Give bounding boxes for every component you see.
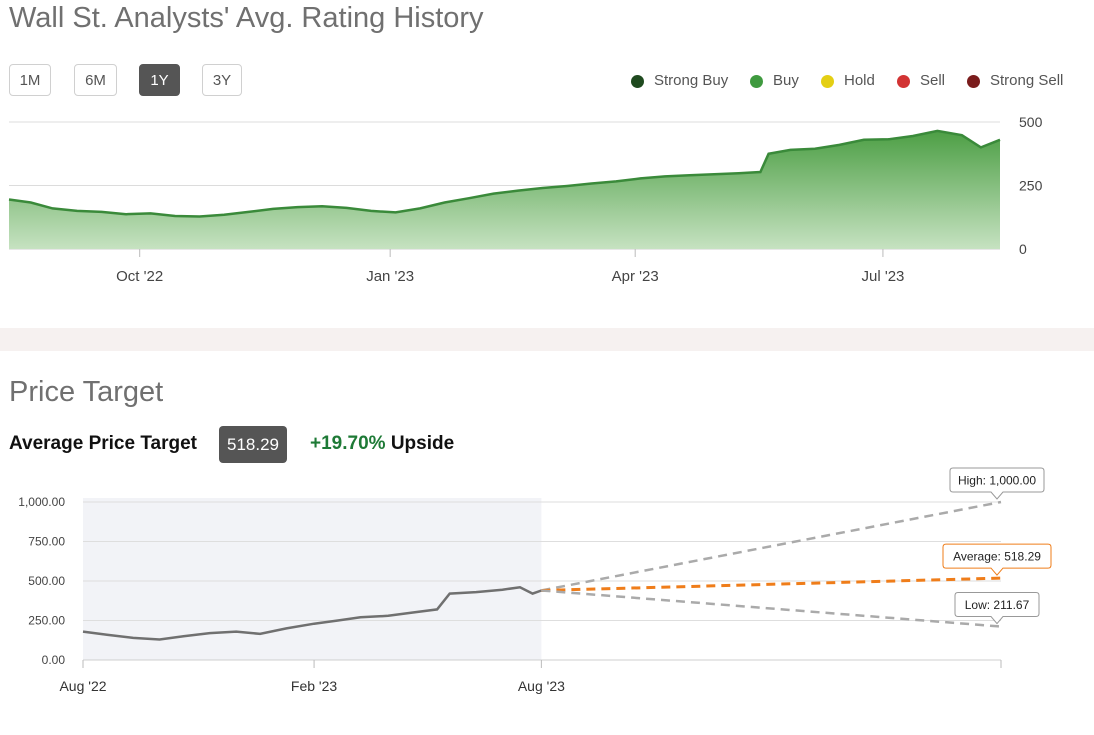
pt-y-tick-label: 750.00 [28, 535, 65, 549]
upside-word: Upside [390, 433, 455, 454]
callout-box-low [954, 592, 1040, 625]
rating-legend: Strong Buy Buy Hold Sell Strong Sell [0, 72, 1094, 92]
legend-label-hold: Hold [844, 72, 875, 89]
legend-dot-strong-buy [631, 75, 644, 88]
legend-dot-strong-sell [967, 75, 980, 88]
buy-area [9, 130, 1000, 249]
range-button-3y[interactable]: 3Y [202, 64, 242, 96]
section-divider [0, 328, 1094, 351]
pt-y-tick-label: 250.00 [28, 614, 65, 628]
rating-y-tick-label: 250 [1019, 178, 1043, 194]
pt-y-tick-label: 0.00 [42, 653, 66, 667]
price-target-chart: 0.00 250.00 500.00 750.00 1,000.00 Aug '22 Feb… [18, 467, 1052, 694]
callout-average: Average: 518.29 [942, 543, 1052, 576]
callout-box-high [949, 467, 1045, 500]
history-region-background [83, 498, 542, 660]
rating-y-tick-label: 0 [1019, 241, 1027, 257]
upside: +19.70% Upside [310, 433, 454, 455]
callout-label-average: Average: 518.29 [953, 550, 1041, 564]
legend-dot-sell [897, 75, 910, 88]
callout-label-high: High: 1,000.00 [958, 474, 1036, 488]
legend-label-sell: Sell [920, 72, 946, 89]
callout-box-average [942, 543, 1052, 576]
pt-x-tick-label: Feb '23 [291, 678, 337, 694]
legend-label-buy: Buy [773, 72, 799, 89]
upside-value: +19.70% [310, 433, 386, 454]
buy-line [8, 129, 1001, 218]
rating-x-tick-label: Jan '23 [366, 268, 414, 285]
callout-low: Low: 211.67 [954, 592, 1040, 625]
forecast-line-average [541, 576, 1002, 592]
rating-x-tick-label: Apr '23 [612, 268, 659, 285]
forecast-line-low [541, 589, 1002, 628]
legend-label-strong-buy: Strong Buy [654, 72, 729, 89]
forecast-line-high [541, 500, 1002, 592]
callout-high: High: 1,000.00 [949, 467, 1045, 500]
legend-dot-hold [821, 75, 834, 88]
price-target-title: Price Target [9, 376, 164, 408]
rating-x-tick-label: Oct '22 [116, 268, 163, 285]
legend-label-strong-sell: Strong Sell [990, 72, 1064, 89]
legend-dot-buy [750, 75, 763, 88]
average-price-target-badge: 518.29 [219, 426, 287, 463]
rating-history-title: Wall St. Analysts' Avg. Rating History [9, 2, 484, 34]
rating-y-tick-label: 500 [1019, 114, 1043, 130]
pt-y-tick-label: 1,000.00 [18, 495, 65, 509]
rating-x-tick-label: Jul '23 [861, 268, 904, 285]
range-button-1m[interactable]: 1M [9, 64, 51, 96]
range-button-6m[interactable]: 6M [74, 64, 117, 96]
range-button-1y[interactable]: 1Y [139, 64, 180, 96]
average-price-target-label: Average Price Target [9, 433, 197, 454]
rating-history-chart: 0 250 500 Oct '22 Jan '23 Apr '23 Jul '23 [8, 114, 1043, 285]
callout-label-low: Low: 211.67 [965, 598, 1030, 612]
pt-x-tick-label: Aug '22 [59, 678, 106, 694]
pt-y-tick-label: 500.00 [28, 574, 65, 588]
price-history-line [82, 586, 542, 641]
pt-x-tick-label: Aug '23 [518, 678, 565, 694]
